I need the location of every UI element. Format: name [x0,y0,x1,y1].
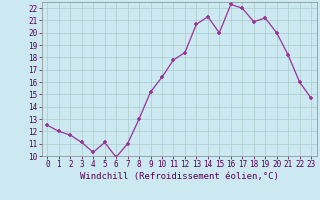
X-axis label: Windchill (Refroidissement éolien,°C): Windchill (Refroidissement éolien,°C) [80,172,279,181]
